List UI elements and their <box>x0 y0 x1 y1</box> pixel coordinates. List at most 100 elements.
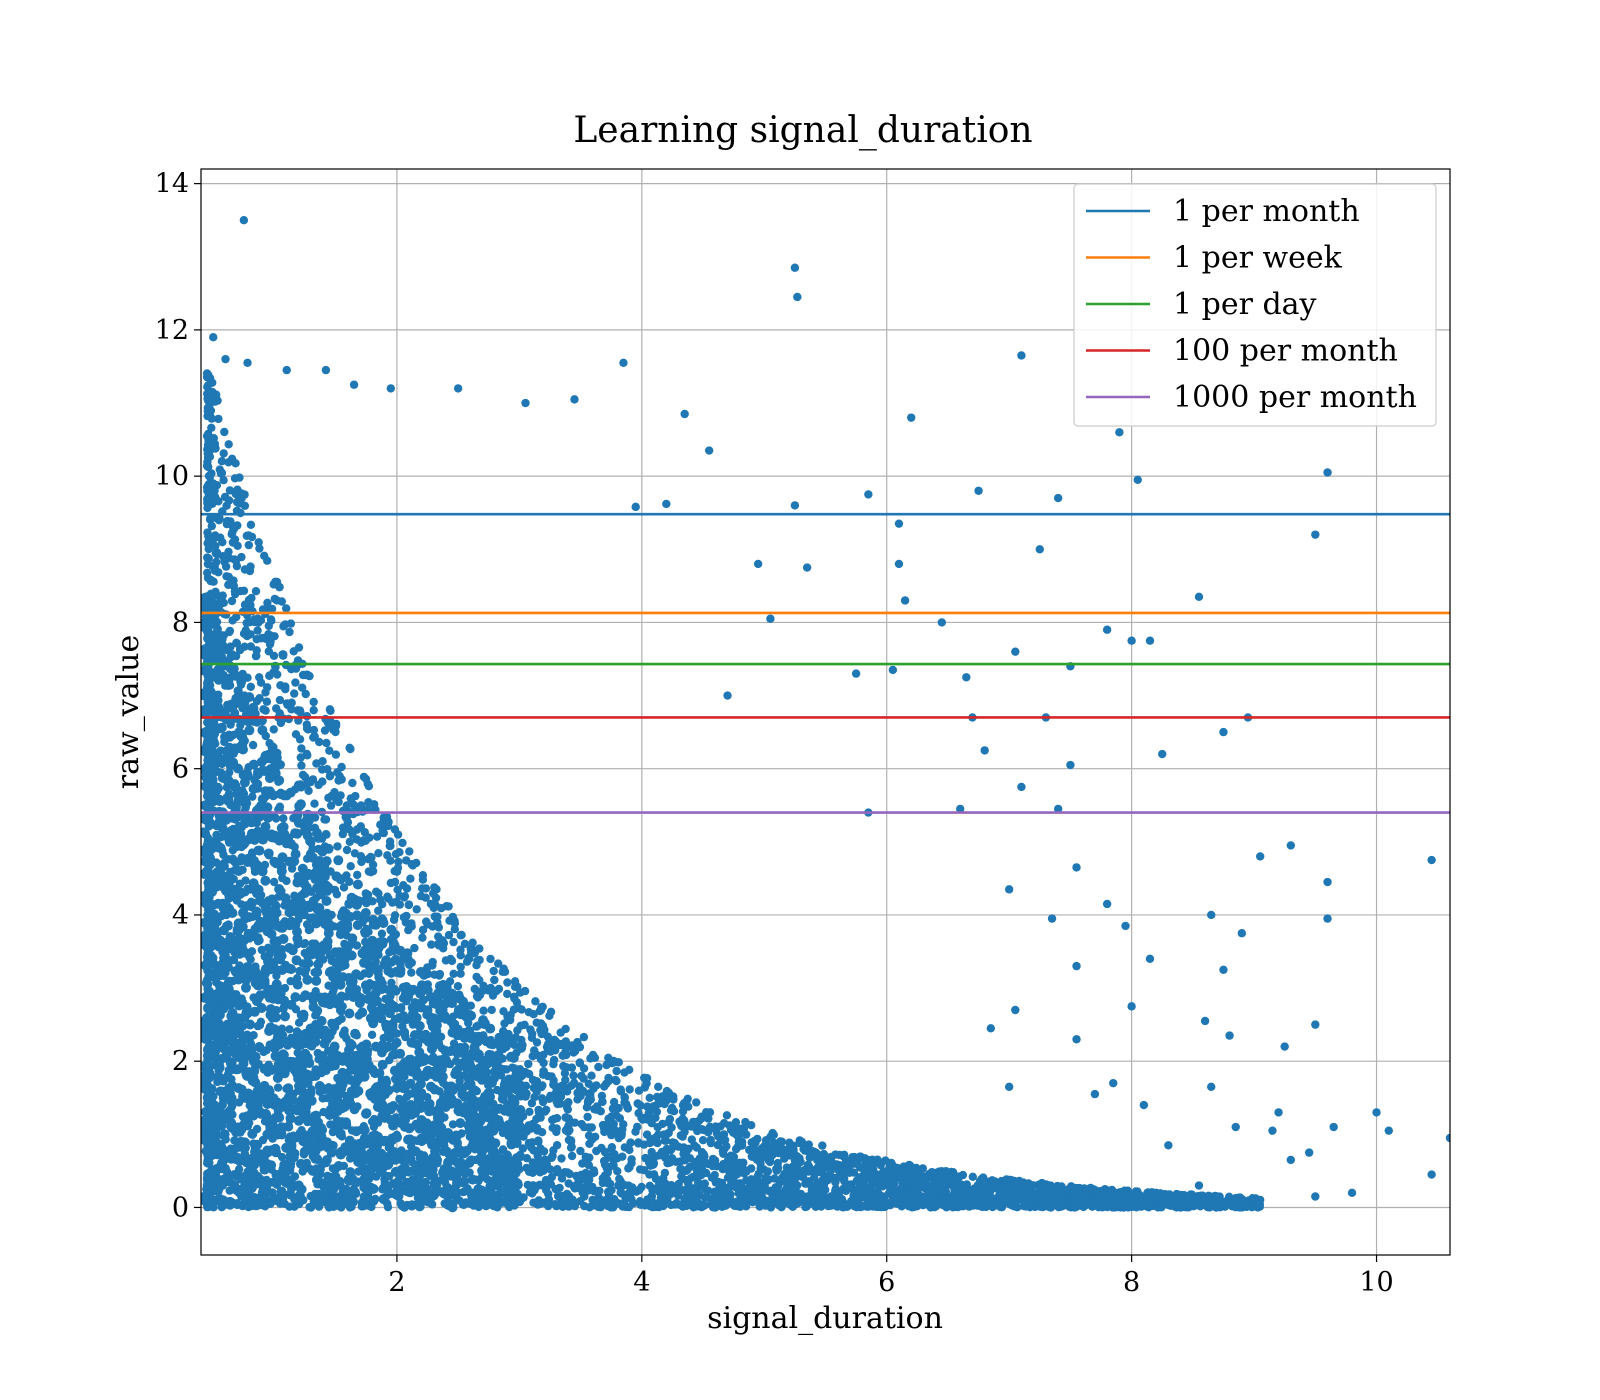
scatter-point <box>570 1118 580 1127</box>
scatter-point <box>708 1203 718 1212</box>
scatter-point <box>485 1040 495 1049</box>
scatter-point <box>683 1165 692 1175</box>
scatter-point <box>805 1162 814 1171</box>
scatter-point <box>228 616 237 625</box>
scatter-point <box>262 697 272 706</box>
scatter-point <box>383 851 392 860</box>
scatter-point <box>599 1199 608 1209</box>
scatter-point <box>556 1028 565 1037</box>
scatter-point <box>677 1172 686 1181</box>
scatter-point <box>222 501 231 510</box>
scatter-point <box>260 551 269 560</box>
scatter-point <box>345 837 354 846</box>
scatter-point <box>293 1048 302 1057</box>
scatter-point <box>287 705 296 714</box>
scatter-point <box>773 1164 782 1174</box>
scatter-point <box>343 818 353 827</box>
scatter-point <box>374 849 383 858</box>
scatter-point <box>813 1156 822 1165</box>
scatter-point <box>203 528 212 537</box>
scatter-point <box>364 782 374 791</box>
scatter-point <box>281 682 290 691</box>
scatter-point <box>583 1112 592 1122</box>
scatter-point <box>1001 1188 1010 1198</box>
scatter-point <box>562 1099 571 1109</box>
scatter-point <box>979 1173 988 1182</box>
scatter-point <box>839 1152 849 1161</box>
scatter-point <box>503 989 512 999</box>
scatter-point <box>499 1007 508 1016</box>
scatter-point <box>372 832 382 841</box>
scatter-point <box>225 627 234 637</box>
scatter-point <box>540 1107 550 1116</box>
scatter-point <box>273 1083 283 1092</box>
scatter-point <box>255 1020 264 1030</box>
scatter-point <box>741 1202 751 1211</box>
scatter-point <box>721 1162 730 1171</box>
scatter-point <box>664 1118 673 1127</box>
scatter-point <box>259 705 268 714</box>
scatter-point <box>240 600 250 609</box>
scatter-point <box>780 1154 789 1163</box>
scatter-point <box>770 1174 779 1183</box>
scatter-point <box>705 1108 715 1117</box>
scatter-point <box>805 1153 814 1162</box>
scatter-point <box>204 436 213 446</box>
scatter-point <box>773 1199 782 1208</box>
scatter-point <box>422 917 431 926</box>
scatter-point <box>251 587 261 596</box>
scatter-point <box>285 1025 294 1034</box>
scatter-point <box>566 1136 576 1145</box>
scatter-point <box>294 643 304 652</box>
scatter-point <box>207 423 216 432</box>
scatter-point <box>203 381 213 390</box>
scatter-point <box>750 1136 759 1146</box>
scatter-point <box>747 1121 756 1130</box>
scatter-point <box>806 1181 816 1190</box>
scatter-point <box>352 941 362 950</box>
scatter-point <box>939 1182 948 1191</box>
scatter-point <box>305 671 314 681</box>
scatter-point <box>748 1198 757 1207</box>
scatter-point <box>345 877 354 886</box>
scatter-point <box>706 1135 715 1145</box>
scatter-point <box>261 688 270 697</box>
scatter-point <box>227 596 237 606</box>
scatter-point <box>379 828 388 838</box>
scatter-point <box>584 1079 593 1089</box>
scatter-point <box>536 1055 546 1064</box>
scatter-point <box>537 1029 546 1039</box>
scatter-point <box>254 538 263 547</box>
scatter-point <box>592 1081 601 1090</box>
scatter-point <box>402 884 412 893</box>
scatter-point <box>1108 1202 1117 1211</box>
scatter-point <box>233 686 242 695</box>
scatter-point <box>211 444 220 453</box>
scatter-point <box>575 1058 584 1067</box>
scatter-point <box>246 630 255 639</box>
scatter-point <box>602 1125 612 1135</box>
scatter-point <box>1181 1201 1191 1210</box>
scatter-point <box>367 853 376 862</box>
scatter-point <box>735 1142 744 1151</box>
scatter-point <box>559 1200 568 1209</box>
scatter-point <box>660 1136 669 1145</box>
scatter-point <box>1002 1175 1011 1184</box>
scatter-point <box>215 971 225 981</box>
scatter-point <box>244 540 253 550</box>
scatter-point <box>287 698 296 707</box>
scatter-point <box>402 911 411 921</box>
scatter-point <box>320 726 330 735</box>
scatter-point <box>203 394 212 403</box>
scatter-point <box>263 598 272 607</box>
scatter-point <box>719 1195 728 1204</box>
scatter-point <box>426 899 436 909</box>
scatter-point <box>524 1059 533 1069</box>
scatter-point <box>392 897 401 906</box>
scatter-point <box>286 619 296 628</box>
scatter-point <box>528 1075 538 1085</box>
scatter-point <box>428 957 437 967</box>
scatter-point <box>524 1008 534 1017</box>
scatter-point <box>509 992 519 1001</box>
scatter-point <box>586 1054 595 1063</box>
